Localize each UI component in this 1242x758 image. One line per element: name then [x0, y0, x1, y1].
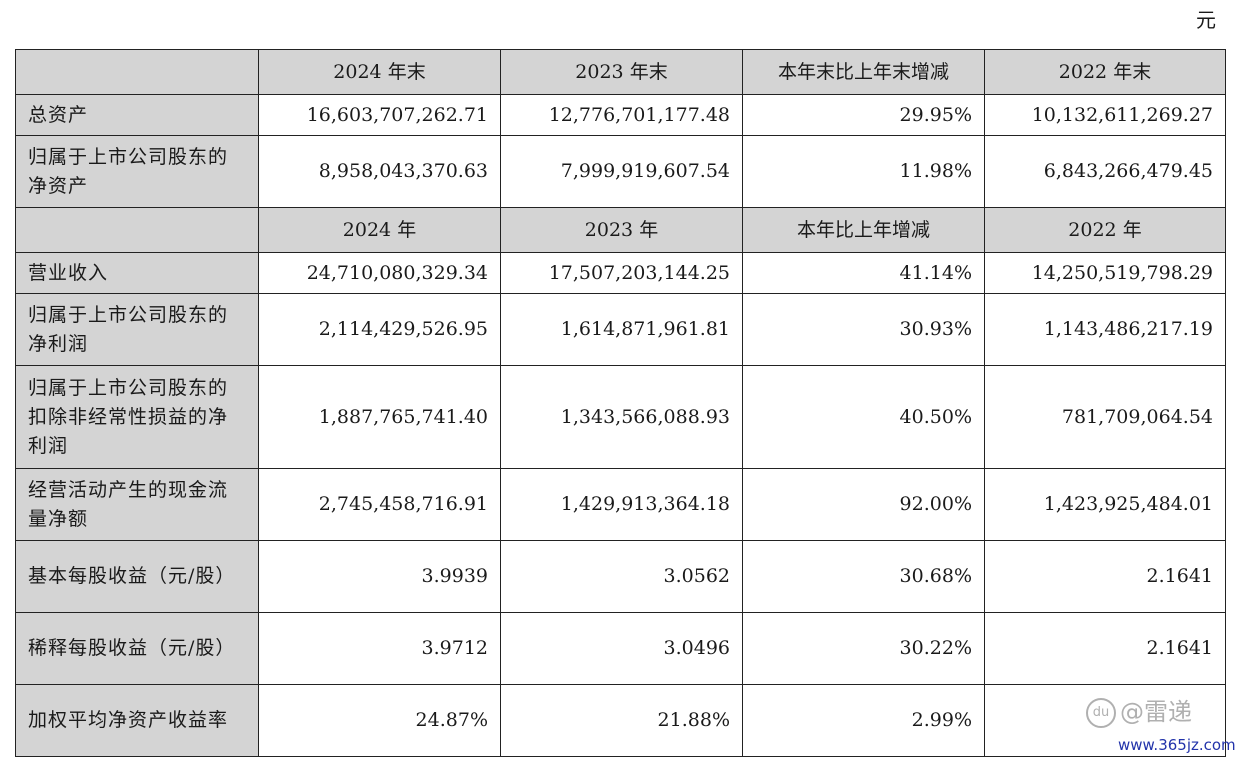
- table-row-net-profit: 归属于上市公司股东的净利润 2,114,429,526.95 1,614,871…: [15, 293, 1226, 366]
- table-row-basic-eps: 基本每股收益（元/股） 3.9939 3.0562 30.68% 2.1641: [15, 540, 1226, 613]
- cell-value: 2.1641: [984, 612, 1226, 685]
- cell-value: 781,709,064.54: [984, 365, 1226, 469]
- currency-unit: 元: [1196, 8, 1216, 32]
- cell-value: 1,429,913,364.18: [500, 468, 743, 541]
- site-url: www.365jz.com: [1118, 736, 1236, 754]
- table-row-net-assets: 归属于上市公司股东的净资产 8,958,043,370.63 7,999,919…: [15, 135, 1226, 208]
- cell-value: 1,887,765,741.40: [258, 365, 501, 469]
- cell-value: 12,776,701,177.48: [500, 94, 743, 136]
- cell-value: 3.0496: [500, 612, 743, 685]
- cell-change: 2.99%: [742, 684, 985, 757]
- cell-value: 14,250,519,798.29: [984, 252, 1226, 294]
- cell-change: 30.93%: [742, 293, 985, 366]
- cell-value: 8,958,043,370.63: [258, 135, 501, 208]
- cell-value: 21.88%: [500, 684, 743, 757]
- header-cell-change: 本年比上年增减: [742, 207, 985, 253]
- cell-value: 2,745,458,716.91: [258, 468, 501, 541]
- header-cell-2024: 2024 年: [258, 207, 501, 253]
- row-label: 归属于上市公司股东的净利润: [15, 293, 259, 366]
- header-cell-change-end: 本年末比上年末增减: [742, 49, 985, 95]
- balance-header-row: 2024 年末 2023 年末 本年末比上年末增减 2022 年末: [15, 49, 1226, 95]
- table-row-revenue: 营业收入 24,710,080,329.34 17,507,203,144.25…: [15, 252, 1226, 294]
- cell-value: 3.9939: [258, 540, 501, 613]
- cell-change: 30.22%: [742, 612, 985, 685]
- cell-change: 40.50%: [742, 365, 985, 469]
- table-row-deducted-net-profit: 归属于上市公司股东的扣除非经常性损益的净利润 1,887,765,741.40 …: [15, 365, 1226, 469]
- cell-change: 11.98%: [742, 135, 985, 208]
- cell-value: 1,614,871,961.81: [500, 293, 743, 366]
- cell-value: 16,603,707,262.71: [258, 94, 501, 136]
- income-header-row: 2024 年 2023 年 本年比上年增减 2022 年: [15, 207, 1226, 253]
- cell-value: 6,843,266,479.45: [984, 135, 1226, 208]
- cell-value: 10,132,611,269.27: [984, 94, 1226, 136]
- cell-value: 3.0562: [500, 540, 743, 613]
- row-label: 归属于上市公司股东的净资产: [15, 135, 259, 208]
- table-row-total-assets: 总资产 16,603,707,262.71 12,776,701,177.48 …: [15, 94, 1226, 136]
- financial-data-table: 2024 年末 2023 年末 本年末比上年末增减 2022 年末 总资产 16…: [15, 49, 1226, 757]
- cell-change: 41.14%: [742, 252, 985, 294]
- cell-value: 24.87%: [258, 684, 501, 757]
- cell-change: 30.68%: [742, 540, 985, 613]
- table-row-operating-cash-flow: 经营活动产生的现金流量净额 2,745,458,716.91 1,429,913…: [15, 468, 1226, 541]
- row-label: 基本每股收益（元/股）: [15, 540, 259, 613]
- cell-value: 2.1641: [984, 540, 1226, 613]
- header-cell-2023: 2023 年: [500, 207, 743, 253]
- cell-value: 24,710,080,329.34: [258, 252, 501, 294]
- paw-icon: du: [1086, 698, 1116, 728]
- row-label: 稀释每股收益（元/股）: [15, 612, 259, 685]
- cell-value: 7,999,919,607.54: [500, 135, 743, 208]
- cell-value: 1,423,925,484.01: [984, 468, 1226, 541]
- header-cell-corner: [15, 207, 259, 253]
- watermark: du @雷递: [1086, 694, 1226, 730]
- header-cell-2022-end: 2022 年末: [984, 49, 1226, 95]
- cell-change: 92.00%: [742, 468, 985, 541]
- table-row-weighted-roe: 加权平均净资产收益率 24.87% 21.88% 2.99%: [15, 684, 1226, 757]
- cell-value: 17,507,203,144.25: [500, 252, 743, 294]
- row-label: 营业收入: [15, 252, 259, 294]
- row-label: 归属于上市公司股东的扣除非经常性损益的净利润: [15, 365, 259, 469]
- cell-value: 1,343,566,088.93: [500, 365, 743, 469]
- table-row-diluted-eps: 稀释每股收益（元/股） 3.9712 3.0496 30.22% 2.1641: [15, 612, 1226, 685]
- row-label: 总资产: [15, 94, 259, 136]
- cell-value: 2,114,429,526.95: [258, 293, 501, 366]
- watermark-text: @雷递: [1120, 698, 1192, 726]
- header-cell-2024-end: 2024 年末: [258, 49, 501, 95]
- row-label: 经营活动产生的现金流量净额: [15, 468, 259, 541]
- header-cell-corner: [15, 49, 259, 95]
- cell-change: 29.95%: [742, 94, 985, 136]
- header-cell-2022: 2022 年: [984, 207, 1226, 253]
- cell-value: 1,143,486,217.19: [984, 293, 1226, 366]
- cell-value: 3.9712: [258, 612, 501, 685]
- header-cell-2023-end: 2023 年末: [500, 49, 743, 95]
- row-label: 加权平均净资产收益率: [15, 684, 259, 757]
